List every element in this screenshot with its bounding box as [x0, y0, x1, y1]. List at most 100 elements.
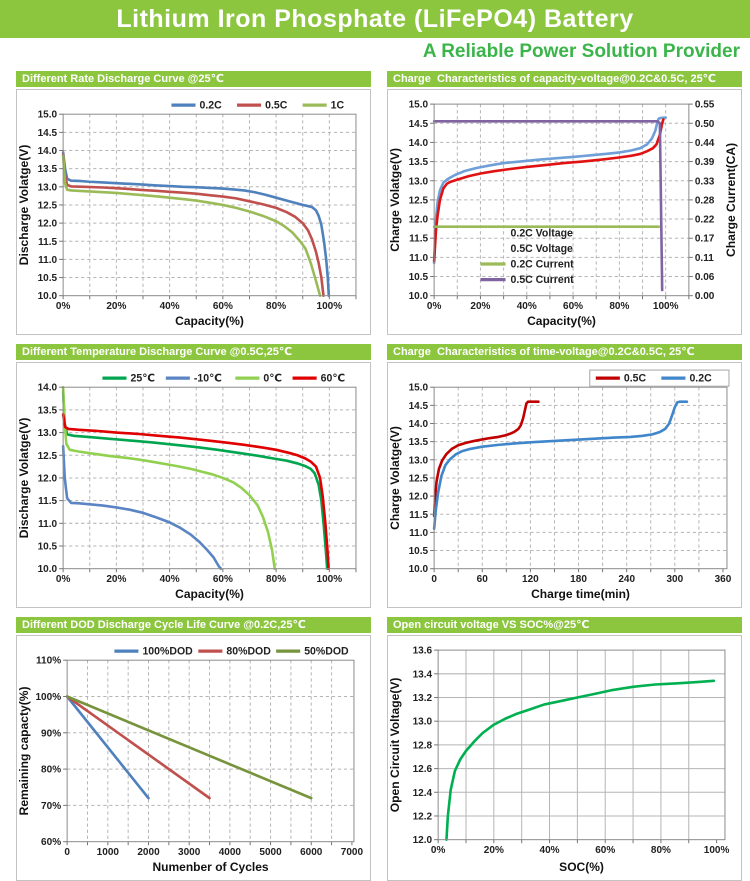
- svg-text:0.22: 0.22: [695, 215, 715, 226]
- svg-text:60%: 60%: [595, 845, 615, 856]
- svg-text:80%: 80%: [651, 845, 671, 856]
- svg-text:14.5: 14.5: [409, 401, 429, 412]
- svg-text:0.5C: 0.5C: [624, 373, 647, 385]
- svg-text:180: 180: [570, 574, 587, 585]
- tick-labels: 0% 20% 40% 60% 80% 100% 10.0 10.5 11.0 11.5 12.0 12…: [409, 100, 715, 312]
- svg-text:12.0: 12.0: [409, 215, 429, 226]
- panel-title-bar: Different Rate Discharge Curve @25℃: [16, 71, 371, 87]
- legend: 25℃ -10℃ 0℃ 60℃: [102, 373, 345, 385]
- svg-text:13.0: 13.0: [409, 455, 429, 466]
- x-axis-title: Capacity(%): [175, 314, 244, 328]
- svg-text:13.5: 13.5: [38, 164, 58, 175]
- panel-ocv-soc: Open circuit voltage VS SOC%@25℃ 0% 20% 40…: [387, 617, 742, 881]
- svg-text:0: 0: [64, 847, 70, 858]
- x-axis-title: Capacity(%): [527, 314, 596, 328]
- svg-text:0.44: 0.44: [695, 138, 715, 149]
- svg-text:13.5: 13.5: [38, 405, 58, 416]
- y2-axis-title: Charge Current(CA): [724, 143, 738, 257]
- series-line: [61, 390, 329, 570]
- svg-text:100%: 100%: [317, 574, 343, 585]
- svg-text:0.55: 0.55: [695, 100, 715, 111]
- y-axis-title: Discharge Volatge(V): [17, 418, 31, 539]
- x-axis-title: SOC(%): [559, 860, 604, 874]
- svg-text:100%DOD: 100%DOD: [142, 646, 193, 658]
- chart-box: 0 60 120 180 240 300 360 10.0 10.5 11.0 11.5 12.0 12…: [387, 362, 742, 608]
- svg-text:14.5: 14.5: [409, 119, 429, 130]
- svg-text:15.0: 15.0: [38, 110, 58, 121]
- svg-text:12.0: 12.0: [38, 473, 58, 484]
- chart-ocv-soc-canvas: 0% 20% 40% 60% 80% 100% 12.0 12.2 12.4 12.6 12.8 13…: [388, 646, 729, 874]
- panel-title-bar: Open circuit voltage VS SOC%@25℃: [387, 617, 742, 633]
- legend: 100%DOD 80%DOD 50%DOD: [114, 646, 349, 658]
- panel-title: Open circuit voltage VS SOC%@25℃: [393, 619, 590, 631]
- svg-text:1C: 1C: [331, 100, 345, 112]
- svg-text:50%DOD: 50%DOD: [304, 646, 349, 658]
- svg-text:12.4: 12.4: [413, 788, 433, 799]
- svg-text:110%: 110%: [36, 656, 61, 667]
- legend: 0.2C Voltage 0.5C Voltage 0.2C Current 0.5C…: [480, 227, 574, 286]
- tick-marks: [434, 649, 718, 844]
- chart-charge-time-voltage-canvas: 0 60 120 180 240 300 360 10.0 10.5 11.0 11.5 12.0 12…: [388, 369, 732, 601]
- series: [61, 150, 331, 297]
- svg-text:10.5: 10.5: [409, 272, 429, 283]
- svg-text:3000: 3000: [178, 847, 201, 858]
- series-line: [61, 413, 330, 570]
- svg-text:40%: 40%: [160, 574, 180, 585]
- y-axis-title: Discharge Volatge(V): [17, 145, 31, 266]
- svg-text:12.0: 12.0: [409, 492, 429, 503]
- svg-text:13.5: 13.5: [409, 157, 429, 168]
- svg-text:13.0: 13.0: [409, 176, 429, 187]
- svg-text:1000: 1000: [97, 847, 120, 858]
- panel-title-bar: Different Temperature Discharge Curve @0…: [16, 344, 371, 360]
- chart-temperature-discharge-canvas: 0% 20% 40% 60% 80% 100% 10.0 10.5 11.0 11.5 12.0 12…: [17, 373, 357, 601]
- svg-text:60%: 60%: [41, 837, 61, 848]
- tick-marks: [59, 386, 357, 573]
- svg-text:240: 240: [618, 574, 635, 585]
- series-line: [432, 120, 664, 292]
- subtitle-row: A Reliable Power Solution Provider: [0, 41, 750, 65]
- svg-text:60%: 60%: [213, 301, 233, 312]
- svg-text:0%: 0%: [56, 574, 71, 585]
- plot-border: [437, 649, 726, 841]
- svg-text:0.33: 0.33: [695, 176, 715, 187]
- svg-text:14.0: 14.0: [409, 419, 429, 430]
- plot-border: [66, 659, 355, 843]
- panel-temperature-discharge: Different Temperature Discharge Curve @0…: [16, 344, 371, 608]
- svg-text:11.5: 11.5: [409, 234, 428, 245]
- series: [61, 385, 330, 570]
- svg-text:20%: 20%: [106, 301, 126, 312]
- series-line: [65, 695, 150, 800]
- panel-rate-discharge: Different Rate Discharge Curve @25℃ 0% 20…: [16, 71, 371, 335]
- svg-text:15.0: 15.0: [409, 383, 429, 394]
- series-line: [65, 695, 313, 800]
- panel-title-bar: Different DOD Discharge Cycle Life Curve…: [16, 617, 371, 633]
- panel-dod-cycle-life: Different DOD Discharge Cycle Life Curve…: [16, 617, 371, 881]
- svg-text:0%: 0%: [56, 301, 71, 312]
- svg-text:60: 60: [477, 574, 489, 585]
- tick-marks: [63, 659, 353, 846]
- y-axis-title: Charge Volatge(V): [388, 148, 402, 252]
- svg-text:11.0: 11.0: [38, 255, 57, 266]
- tick-labels: 0% 20% 40% 60% 80% 100% 10.0 10.5 11.0 11.5 12.0 12…: [38, 110, 343, 312]
- svg-text:10.5: 10.5: [38, 273, 58, 284]
- chart-dod-cycle-life-canvas: 0 1000 2000 3000 4000 5000 6000 7000 60% 70% 80% 90…: [17, 646, 363, 874]
- svg-text:14.0: 14.0: [409, 138, 429, 149]
- tick-marks: [59, 113, 357, 300]
- svg-text:14.0: 14.0: [38, 146, 58, 157]
- chart-rate-discharge-canvas: 0% 20% 40% 60% 80% 100% 10.0 10.5 11.0 11.5 12.0 12…: [17, 100, 357, 328]
- svg-text:13.5: 13.5: [409, 437, 429, 448]
- svg-text:12.5: 12.5: [409, 473, 429, 484]
- svg-text:0.2C Current: 0.2C Current: [511, 259, 575, 271]
- svg-text:11.0: 11.0: [409, 253, 428, 264]
- tick-marks: [430, 386, 724, 573]
- series: [432, 116, 667, 292]
- series: [65, 695, 313, 800]
- svg-text:120: 120: [522, 574, 539, 585]
- svg-text:0.2C: 0.2C: [200, 100, 223, 112]
- series-line: [432, 400, 689, 531]
- svg-text:13.2: 13.2: [413, 693, 433, 704]
- chart-charge-capacity-voltage-canvas: 0% 20% 40% 60% 80% 100% 10.0 10.5 11.0 11.5 12.0 12…: [388, 100, 738, 328]
- svg-text:300: 300: [666, 574, 683, 585]
- tick-marks: [430, 103, 693, 300]
- svg-text:0.00: 0.00: [695, 291, 715, 302]
